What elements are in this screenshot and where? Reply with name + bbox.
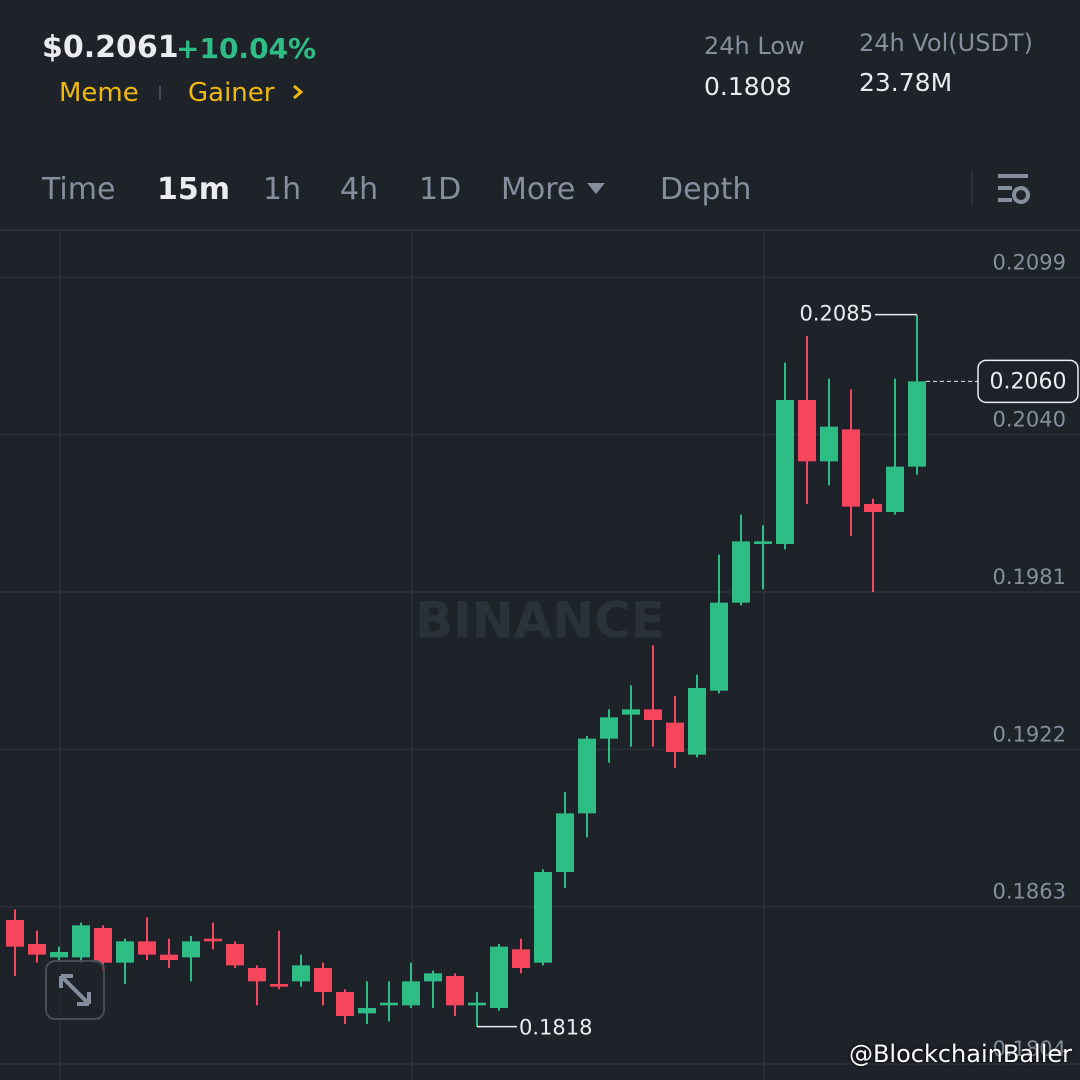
candle-body: [754, 541, 772, 544]
candle-body: [644, 709, 662, 720]
vol-label: 24h Vol(USDT): [859, 29, 1033, 57]
candle-body: [226, 944, 244, 966]
tab[interactable]: 1h: [263, 172, 302, 207]
chevron: [293, 84, 304, 100]
candle-body: [248, 968, 266, 982]
candle-body: [28, 944, 46, 955]
candle-body: [446, 976, 464, 1006]
candle-body: [424, 973, 442, 982]
candle-body: [468, 1002, 486, 1006]
expand-icon: [59, 974, 91, 1006]
expand-button[interactable]: [45, 960, 105, 1020]
tab[interactable]: 15m: [157, 172, 231, 207]
tag[interactable]: Gainer: [188, 78, 275, 108]
candle-body: [600, 717, 618, 739]
candle-body: [710, 602, 728, 691]
candle-body: [160, 954, 178, 960]
candle-body: [556, 813, 574, 872]
candle-body: [314, 968, 332, 992]
candle-body: [534, 872, 552, 963]
candle-body: [358, 1008, 376, 1014]
tab[interactable]: 1D: [419, 172, 462, 207]
candle-body: [72, 925, 90, 958]
vol-value: 23.78M: [859, 68, 953, 97]
candle-body: [292, 965, 310, 982]
y-tick-label: 0.2040: [993, 408, 1066, 432]
candle-body: [50, 952, 68, 958]
candle-body: [380, 1002, 398, 1006]
candle-body: [204, 938, 222, 942]
low-value: 0.1808: [704, 72, 792, 101]
candle-body: [776, 400, 794, 544]
tab[interactable]: 4h: [340, 172, 379, 207]
candle-body: [842, 429, 860, 507]
change: +10.04%: [176, 32, 317, 65]
candle-body: [6, 920, 24, 947]
candle-body: [622, 709, 640, 715]
candle-body: [490, 946, 508, 1008]
candle-body: [402, 981, 420, 1006]
watermark: BINANCE: [415, 592, 665, 650]
y-tick-label: 0.1981: [993, 565, 1066, 589]
divider: [971, 172, 973, 206]
high-marker-label: 0.2085: [800, 302, 873, 326]
candle-body: [138, 941, 156, 955]
candle-body: [512, 949, 530, 968]
last-price-label: 0.2060: [990, 369, 1067, 394]
candle-body: [908, 381, 926, 467]
y-tick-label: 0.1922: [993, 722, 1066, 746]
tab[interactable]: More: [501, 172, 576, 207]
candle-body: [864, 504, 882, 512]
candle-body: [798, 400, 816, 462]
candle-body: [820, 426, 838, 462]
low-marker-label: 0.1818: [519, 1016, 592, 1040]
candle-body: [270, 984, 288, 987]
tag[interactable]: Meme: [59, 78, 139, 108]
y-tick-label: 0.2099: [993, 250, 1066, 274]
y-tick-label: 0.1804: [993, 1037, 1066, 1061]
candle-body: [578, 738, 596, 814]
candle-body: [666, 722, 684, 752]
dropdown-arrow: [587, 183, 605, 194]
credit: @BlockchainBaller: [848, 1040, 1072, 1068]
candle-body: [94, 928, 112, 963]
settings-icon[interactable]: [996, 172, 1032, 208]
candle-body: [886, 466, 904, 512]
price: $0.2061: [42, 30, 179, 65]
candle-body: [116, 941, 134, 963]
separator: [159, 86, 161, 100]
low-label: 24h Low: [704, 32, 805, 60]
candle-body: [336, 992, 354, 1016]
candle-body: [688, 688, 706, 755]
tab-border: [0, 229, 1080, 231]
tab[interactable]: Depth: [660, 172, 752, 207]
last-price-box: [977, 359, 1079, 404]
candle-body: [732, 541, 750, 603]
y-tick-label: 0.1863: [993, 880, 1066, 904]
candle-body: [182, 941, 200, 958]
tab[interactable]: Time: [42, 172, 116, 207]
